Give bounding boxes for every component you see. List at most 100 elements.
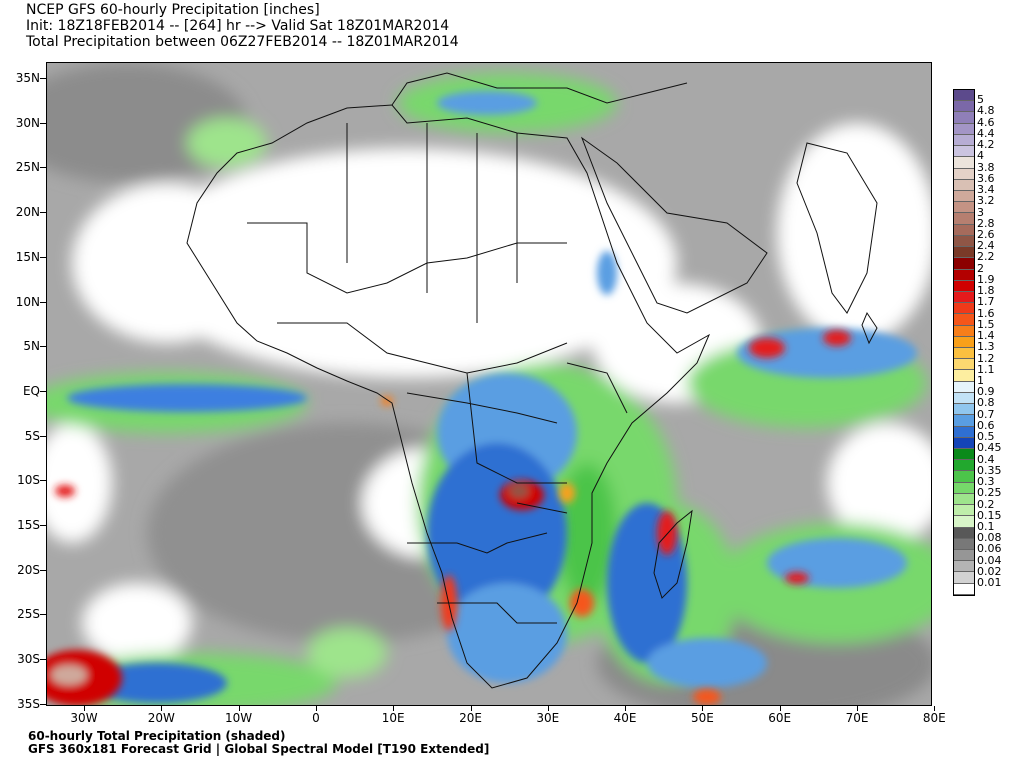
lat-label: 5S bbox=[24, 428, 40, 443]
legend-value: 0.45 bbox=[977, 441, 1002, 455]
legend-value: 0.3 bbox=[977, 475, 995, 489]
lat-label: 25S bbox=[17, 607, 40, 622]
lon-label: 30E bbox=[536, 711, 560, 725]
lat-tick bbox=[40, 301, 46, 303]
lon-label: 10W bbox=[225, 711, 253, 725]
lat-tick bbox=[40, 659, 46, 661]
legend-swatch bbox=[954, 157, 974, 169]
lat-label: 35N bbox=[15, 71, 40, 85]
legend-swatch bbox=[954, 482, 974, 494]
lat-label: 5N bbox=[23, 339, 40, 354]
legend-swatch bbox=[954, 213, 974, 225]
legend-swatch bbox=[954, 168, 974, 180]
legend-swatch bbox=[954, 561, 974, 573]
legend-value: 4 bbox=[977, 149, 984, 163]
legend-value: 0.4 bbox=[977, 452, 995, 466]
lat-label: 10S bbox=[17, 473, 40, 488]
legend-value: 1.5 bbox=[977, 317, 995, 331]
lat-label: 20S bbox=[17, 562, 40, 577]
legend-value: 3.6 bbox=[977, 171, 995, 185]
legend-swatch bbox=[954, 224, 974, 236]
lat-label: 35S bbox=[17, 696, 40, 711]
legend-value: 2.4 bbox=[977, 239, 995, 253]
legend-swatch bbox=[954, 370, 974, 382]
legend-value: 1.1 bbox=[977, 362, 995, 376]
legend-value: 0.6 bbox=[977, 418, 995, 432]
legend-swatch bbox=[954, 583, 974, 595]
init-valid-line: Init: 18Z18FEB2014 -- [264] hr --> Valid… bbox=[26, 18, 450, 34]
lat-tick bbox=[40, 167, 46, 169]
lon-label: 0 bbox=[312, 711, 320, 725]
legend-value: 0.04 bbox=[977, 553, 1002, 567]
legend-value: 4.6 bbox=[977, 115, 995, 129]
legend-value: 1.4 bbox=[977, 329, 995, 343]
precipitation-map bbox=[46, 62, 932, 706]
accumulation-period-line: Total Precipitation between 06Z27FEB2014… bbox=[26, 34, 459, 50]
legend-swatch bbox=[954, 90, 974, 102]
legend-swatch bbox=[954, 471, 974, 483]
lat-tick bbox=[40, 122, 46, 124]
legend-swatch bbox=[954, 112, 974, 124]
lon-tick bbox=[238, 706, 240, 711]
lon-label: 20W bbox=[147, 711, 175, 725]
legend-swatch bbox=[954, 303, 974, 315]
legend-swatch bbox=[954, 291, 974, 304]
legend-swatch bbox=[954, 381, 974, 393]
legend-swatch bbox=[954, 336, 974, 349]
lon-tick bbox=[702, 706, 704, 711]
legend-value: 2.2 bbox=[977, 250, 995, 264]
legend-swatch bbox=[954, 190, 974, 203]
legend-swatch bbox=[954, 280, 974, 292]
lat-tick bbox=[40, 78, 46, 79]
legend-value: 0.2 bbox=[977, 497, 995, 511]
lat-label: 15N bbox=[15, 249, 40, 264]
lon-tick bbox=[547, 706, 549, 711]
lon-tick bbox=[934, 706, 936, 711]
legend-value: 2 bbox=[977, 261, 984, 275]
legend-swatch bbox=[954, 325, 974, 337]
lat-label: 25N bbox=[15, 160, 40, 175]
legend-value: 2.8 bbox=[977, 216, 995, 230]
lon-label: 60E bbox=[768, 711, 792, 725]
legend-value: 0.15 bbox=[977, 508, 1002, 522]
shading-caption: 60-hourly Total Precipitation (shaded) bbox=[28, 729, 286, 743]
legend-value: 0.7 bbox=[977, 407, 995, 421]
legend-value: 0.35 bbox=[977, 463, 1002, 477]
legend-value: 4.8 bbox=[977, 104, 995, 118]
lon-label: 80E bbox=[922, 711, 946, 725]
lat-tick bbox=[40, 480, 46, 482]
lon-tick bbox=[84, 706, 85, 711]
lat-tick bbox=[40, 212, 46, 214]
lon-tick bbox=[393, 706, 395, 711]
legend-swatch bbox=[954, 134, 974, 147]
legend-value: 1.3 bbox=[977, 340, 995, 354]
color-scale-legend bbox=[953, 89, 975, 596]
legend-swatch bbox=[954, 146, 974, 158]
legend-swatch bbox=[954, 527, 974, 539]
legend-swatch bbox=[954, 437, 974, 449]
lat-label: 15S bbox=[17, 518, 40, 532]
legend-swatch bbox=[954, 404, 974, 416]
lon-label: 40E bbox=[613, 711, 637, 725]
legend-value: 1.9 bbox=[977, 272, 995, 286]
lon-tick bbox=[315, 706, 317, 711]
lat-label: EQ bbox=[22, 383, 40, 398]
legend-swatch bbox=[954, 348, 974, 360]
map-canvas bbox=[47, 63, 931, 705]
lon-label: 20E bbox=[459, 711, 482, 725]
legend-swatch bbox=[954, 101, 974, 113]
legend-value: 0.02 bbox=[977, 564, 1002, 578]
legend-swatch bbox=[954, 549, 974, 562]
legend-value: 0.5 bbox=[977, 430, 995, 444]
lat-tick bbox=[40, 390, 46, 392]
legend-swatch bbox=[954, 426, 974, 438]
legend-swatch bbox=[954, 359, 974, 371]
lat-tick bbox=[40, 614, 46, 616]
legend-value: 2.6 bbox=[977, 227, 995, 241]
legend-value: 1.8 bbox=[977, 284, 995, 298]
legend-value: 5 bbox=[977, 93, 984, 107]
lat-label: 20N bbox=[15, 205, 40, 220]
legend-swatch bbox=[954, 516, 974, 528]
legend-value: 0.8 bbox=[977, 396, 995, 410]
legend-swatch bbox=[954, 258, 974, 270]
